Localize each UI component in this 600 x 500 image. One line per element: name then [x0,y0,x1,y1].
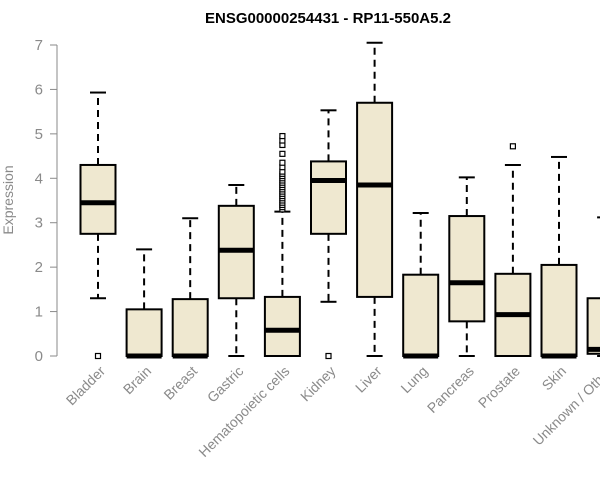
x-category-label: Hematopoietic cells [195,363,292,460]
y-tick-label: 5 [35,126,43,143]
box-lung [402,211,440,359]
x-category-label: Pancreas [424,363,477,416]
box-prostate [494,143,532,357]
x-category-label: Prostate [475,363,523,411]
box-pancreas [448,176,486,357]
outlier-point [279,159,286,166]
x-category-label: Liver [352,363,385,396]
box-skin [540,155,578,359]
x-category-label: Skin [539,363,570,394]
y-axis-label: Expression [0,165,16,234]
outlier-point [509,143,516,150]
box-rect [263,295,301,358]
y-tick-label: 2 [35,259,43,276]
box-rect [79,163,117,235]
box-rect [171,298,209,358]
box-rect [402,273,440,357]
box-kidney [310,109,347,360]
x-category-label: Brain [120,363,154,397]
y-tick-label: 3 [35,215,43,232]
y-tick-label: 6 [35,81,43,98]
box-breast [171,217,209,359]
y-tick-label: 4 [35,170,43,187]
x-category-label: Bladder [63,363,109,409]
box-brain [125,248,163,359]
chart-title: ENSG00000254431 - RP11-550A5.2 [205,10,451,27]
outlier-point [279,132,286,140]
box-rect [586,297,600,355]
box-unknown-other [586,216,600,357]
x-category-label: Gastric [204,363,247,406]
box-gastric [217,183,255,357]
x-category-label: Breast [160,363,200,403]
y-tick-label: 1 [35,304,43,321]
outlier-point [94,352,102,360]
box-hematopoietic-cells [263,132,301,358]
box-rect [310,160,347,235]
x-category-label: Lung [397,363,430,396]
box-rect [356,101,394,298]
box-rect [125,308,163,358]
box-bladder [79,91,117,360]
x-category-label: Kidney [297,363,339,405]
box-liver [356,41,394,357]
outlier-point [325,352,332,360]
y-tick-label: 0 [35,348,43,365]
outlier-point [279,150,286,157]
y-tick-label: 7 [35,37,43,54]
box-rect [540,263,578,357]
box-series [79,41,600,360]
y-axis: 0 1 2 3 4 5 6 7 [35,37,58,365]
box-rect [448,215,486,323]
